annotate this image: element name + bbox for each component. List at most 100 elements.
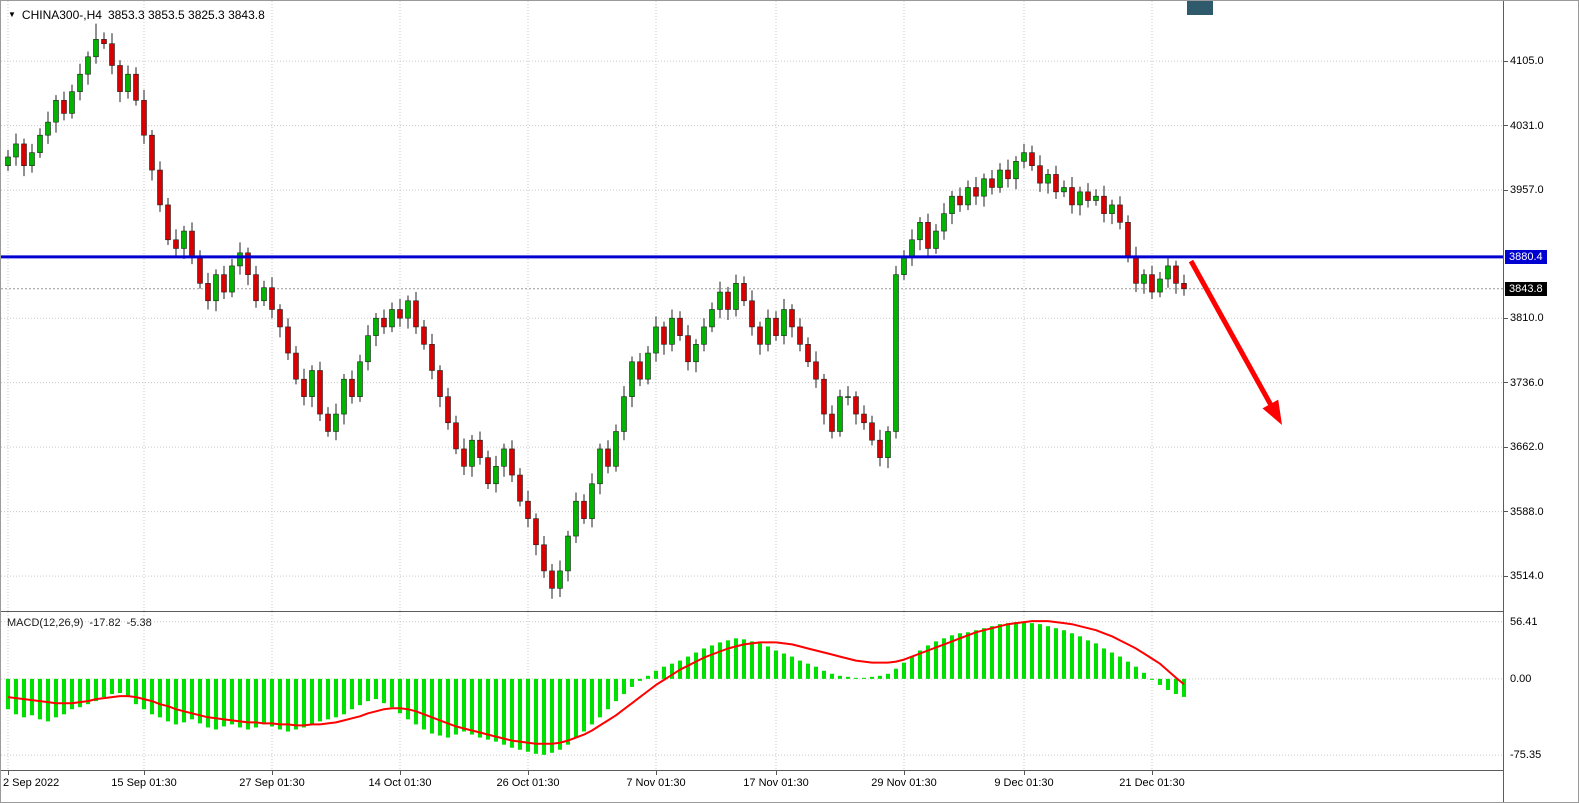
candle-body bbox=[557, 570, 563, 589]
symbol-dropdown-icon[interactable]: ▼ bbox=[8, 10, 16, 19]
macd-histogram-bar bbox=[238, 678, 242, 728]
candle-body bbox=[469, 439, 475, 467]
candle-body bbox=[637, 361, 643, 380]
candle-body bbox=[261, 287, 267, 302]
candle-body bbox=[181, 230, 187, 249]
macd-histogram-bar bbox=[790, 656, 794, 679]
candle-body bbox=[1133, 256, 1139, 284]
macd-histogram-bar bbox=[438, 678, 442, 736]
candle-body bbox=[285, 326, 291, 354]
candle-body bbox=[357, 361, 363, 397]
candle-body bbox=[701, 326, 707, 345]
candle-body bbox=[853, 396, 859, 415]
candle-body bbox=[61, 100, 67, 114]
macd-histogram-bar bbox=[846, 676, 850, 679]
price-axis-tick bbox=[1504, 317, 1508, 319]
macd-histogram-bar bbox=[126, 678, 130, 698]
macd-histogram-bar bbox=[766, 646, 770, 679]
candle-body bbox=[5, 156, 11, 167]
bid-price-badge: 3843.8 bbox=[1505, 281, 1547, 296]
candle-body bbox=[493, 466, 499, 485]
macd-histogram-bar bbox=[1118, 656, 1122, 679]
macd-chart-canvas[interactable] bbox=[1, 612, 1503, 770]
macd-histogram-bar bbox=[270, 678, 274, 727]
candle-body bbox=[21, 143, 27, 167]
candle-body bbox=[789, 309, 795, 328]
macd-histogram-bar bbox=[1038, 624, 1042, 679]
macd-histogram-bar bbox=[774, 650, 778, 679]
macd-histogram-bar bbox=[942, 638, 946, 679]
macd-histogram-bar bbox=[718, 642, 722, 679]
macd-histogram-bar bbox=[974, 630, 978, 679]
macd-histogram-bar bbox=[1070, 633, 1074, 679]
time-axis[interactable]: 2 Sep 2022 15 Sep 01:30 27 Sep 01:30 14 Oct… bbox=[1, 771, 1503, 802]
macd-histogram-bar bbox=[630, 678, 634, 687]
candle-body bbox=[1181, 283, 1187, 290]
price-axis-tick bbox=[1504, 189, 1508, 191]
macd-histogram-group bbox=[6, 622, 1186, 755]
time-axis-tick bbox=[776, 771, 777, 775]
macd-histogram-bar bbox=[318, 678, 322, 722]
candle-body bbox=[581, 500, 587, 519]
candle-body bbox=[541, 544, 547, 572]
macd-histogram-bar bbox=[1062, 630, 1066, 679]
time-axis-tick bbox=[1024, 771, 1025, 775]
candle-body bbox=[77, 73, 83, 92]
macd-histogram-bar bbox=[1126, 661, 1130, 679]
macd-histogram-bar bbox=[94, 678, 98, 702]
trend-arrow-shaft[interactable] bbox=[1188, 259, 1278, 414]
macd-histogram-bar bbox=[398, 678, 402, 714]
macd-histogram-bar bbox=[1014, 622, 1018, 679]
candle-body bbox=[909, 239, 915, 258]
candle-body bbox=[757, 326, 763, 345]
price-chart-canvas[interactable] bbox=[1, 1, 1503, 611]
candle-body bbox=[341, 378, 347, 415]
price-axis-tick bbox=[1504, 125, 1508, 127]
candle-body bbox=[989, 178, 995, 188]
candle-body bbox=[133, 73, 139, 101]
macd-main-value: -17.82 bbox=[89, 617, 121, 629]
candle-body bbox=[85, 56, 91, 75]
candle-body bbox=[973, 187, 979, 197]
trend-arrow-head[interactable] bbox=[1262, 399, 1282, 425]
price-line-badge: 3880.4 bbox=[1505, 249, 1547, 264]
macd-histogram-bar bbox=[638, 678, 642, 681]
candle-body bbox=[93, 39, 99, 58]
price-axis-tick bbox=[1504, 382, 1508, 384]
macd-label-overlay: MACD(12,26,9) -17.82 -5.38 bbox=[7, 617, 152, 629]
price-axis-label: 4031.0 bbox=[1510, 119, 1544, 132]
macd-histogram-bar bbox=[262, 678, 266, 725]
macd-histogram-bar bbox=[70, 678, 74, 710]
candle-body bbox=[533, 518, 539, 546]
candle-body bbox=[821, 378, 827, 415]
macd-histogram-bar bbox=[286, 678, 290, 732]
candle-body bbox=[245, 252, 251, 275]
macd-histogram-bar bbox=[574, 678, 578, 738]
macd-histogram-bar bbox=[110, 678, 114, 695]
candle-body bbox=[997, 169, 1003, 188]
macd-histogram-bar bbox=[246, 678, 250, 730]
candle-body bbox=[1029, 152, 1035, 166]
price-axis-tick bbox=[1504, 511, 1508, 513]
candle-body bbox=[629, 361, 635, 397]
macd-histogram-bar bbox=[1150, 678, 1154, 680]
macd-histogram-bar bbox=[998, 624, 1002, 679]
macd-histogram-bar bbox=[390, 678, 394, 708]
macd-histogram-bar bbox=[806, 663, 810, 679]
price-axis[interactable]: 4105.0 4031.0 3957.0 3810.0 3736.0 3662.0 3588… bbox=[1504, 1, 1578, 802]
macd-histogram-bar bbox=[366, 678, 370, 702]
candle-body bbox=[429, 344, 435, 371]
macd-histogram-bar bbox=[1030, 623, 1034, 679]
candle-body bbox=[829, 413, 835, 432]
candle-body bbox=[653, 326, 659, 354]
candle-body bbox=[381, 317, 387, 328]
candles-group bbox=[5, 23, 1187, 599]
chart-corner-marker[interactable] bbox=[1187, 1, 1213, 15]
macd-histogram-bar bbox=[1134, 666, 1138, 679]
time-axis-label: 2 Sep 2022 bbox=[3, 777, 60, 789]
pane-separator[interactable] bbox=[1, 611, 1578, 612]
macd-axis-label: 0.00 bbox=[1510, 672, 1532, 685]
macd-histogram-bar bbox=[382, 678, 386, 704]
candle-body bbox=[1157, 278, 1163, 293]
